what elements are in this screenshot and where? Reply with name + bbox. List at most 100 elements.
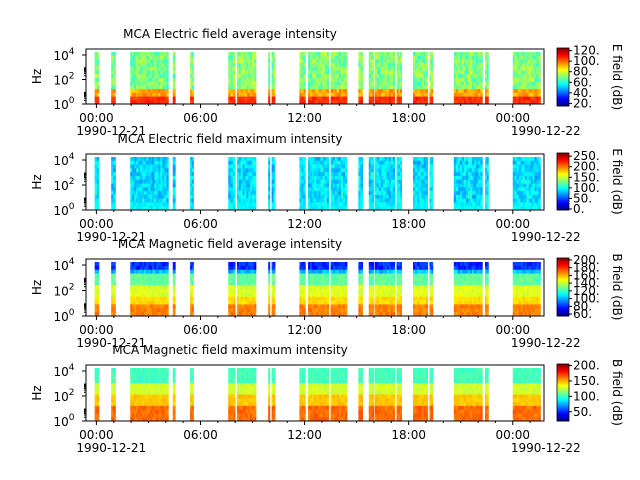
- heatmap-cell: [468, 191, 471, 196]
- heatmap-cell: [246, 96, 249, 101]
- heatmap-cell: [398, 100, 401, 105]
- heatmap-cell: [486, 191, 489, 196]
- heatmap-cell: [486, 172, 489, 177]
- heatmap-cell: [158, 74, 161, 79]
- heatmap-cell: [154, 269, 157, 274]
- heatmap-cell: [138, 308, 141, 313]
- heatmap-cell: [358, 52, 361, 57]
- heatmap-cell: [514, 206, 518, 211]
- heatmap-cell: [376, 206, 380, 211]
- heatmap-cell: [240, 89, 243, 94]
- heatmap-cell: [191, 168, 194, 173]
- heatmap-cell: [358, 265, 361, 271]
- heatmap-cell: [398, 289, 401, 294]
- heatmap-cell: [392, 66, 396, 71]
- heatmap-cell: [457, 66, 461, 71]
- heatmap-cell: [526, 198, 529, 203]
- heatmap-cell: [136, 308, 139, 313]
- heatmap-cell: [322, 66, 326, 71]
- heatmap-cell: [358, 304, 361, 309]
- heatmap-cell: [190, 63, 193, 68]
- heatmap-cell: [156, 70, 159, 75]
- heatmap-cell: [162, 81, 165, 86]
- heatmap-cell: [318, 202, 321, 207]
- heatmap-cell: [156, 300, 159, 305]
- heatmap-cell: [455, 187, 459, 192]
- heatmap-cell: [310, 66, 313, 71]
- heatmap-cell: [376, 63, 380, 68]
- heatmap-cell: [338, 296, 342, 301]
- heatmap-cell: [242, 100, 245, 105]
- heatmap-cell: [486, 66, 489, 71]
- heatmap-cell: [318, 198, 321, 203]
- heatmap-cell: [238, 96, 242, 101]
- heatmap-cell: [240, 157, 243, 162]
- heatmap-cell: [136, 285, 139, 290]
- heatmap-cell: [457, 70, 461, 75]
- heatmap-cell: [386, 70, 390, 75]
- heatmap-cell: [466, 269, 469, 274]
- heatmap-cell: [240, 191, 243, 196]
- colorbar-tick-label: 40.: [573, 86, 592, 100]
- heatmap-cell: [425, 191, 429, 196]
- heatmap-cell: [476, 70, 479, 75]
- heatmap-cell: [113, 183, 116, 188]
- heatmap-cell: [425, 296, 429, 301]
- heatmap-cell: [342, 262, 346, 267]
- heatmap-cell: [113, 160, 116, 165]
- heatmap-cell: [528, 191, 531, 196]
- heatmap-cell: [273, 202, 276, 207]
- heatmap-cell: [461, 52, 465, 57]
- heatmap-cell: [308, 269, 311, 274]
- heatmap-cell: [386, 164, 390, 169]
- colorbar-swatch: [557, 187, 569, 190]
- heatmap-cell: [146, 168, 149, 173]
- heatmap-cell: [152, 191, 155, 196]
- heatmap-cell: [248, 52, 251, 57]
- heatmap-cell: [396, 300, 399, 305]
- heatmap-cell: [318, 66, 321, 71]
- heatmap-cell: [376, 168, 380, 173]
- heatmap-cell: [457, 74, 461, 79]
- heatmap-cell: [164, 183, 167, 188]
- heatmap-cell: [246, 312, 249, 317]
- heatmap-cell: [345, 59, 348, 64]
- heatmap-cell: [140, 194, 143, 199]
- heatmap-cell: [378, 312, 382, 317]
- heatmap-cell: [516, 179, 520, 184]
- heatmap-cell: [453, 296, 457, 301]
- heatmap-cell: [232, 78, 236, 83]
- x-tick-label: 00:00: [495, 217, 530, 231]
- heatmap-cell: [312, 269, 315, 274]
- heatmap-cell: [345, 89, 348, 94]
- heatmap-cell: [461, 187, 465, 192]
- heatmap-cell: [455, 85, 459, 90]
- heatmap-cell: [252, 194, 255, 199]
- heatmap-cell: [158, 281, 161, 286]
- heatmap-cell: [384, 100, 388, 105]
- heatmap-cell: [421, 273, 424, 278]
- heatmap-cell: [320, 206, 323, 211]
- heatmap-cell: [242, 194, 245, 199]
- heatmap-cell: [314, 168, 317, 173]
- heatmap-cell: [326, 168, 330, 173]
- heatmap-cell: [254, 55, 257, 60]
- heatmap-cell: [268, 175, 271, 181]
- heatmap-cell: [400, 157, 403, 162]
- heatmap-cell: [392, 277, 396, 282]
- heatmap-cell: [152, 296, 155, 301]
- heatmap-cell: [190, 183, 193, 188]
- heatmap-cell: [425, 308, 429, 313]
- heatmap-cell: [96, 308, 100, 313]
- heatmap-cell: [358, 312, 361, 317]
- heatmap-cell: [396, 269, 399, 274]
- heatmap-cell: [111, 179, 114, 184]
- heatmap-cell: [299, 292, 302, 298]
- heatmap-cell: [140, 206, 143, 211]
- heatmap-cell: [423, 292, 426, 298]
- colorbar-swatch: [557, 182, 569, 185]
- heatmap-cell: [320, 202, 323, 207]
- heatmap-cell: [142, 183, 145, 188]
- heatmap-cell: [466, 191, 469, 196]
- heatmap-cell: [332, 296, 336, 301]
